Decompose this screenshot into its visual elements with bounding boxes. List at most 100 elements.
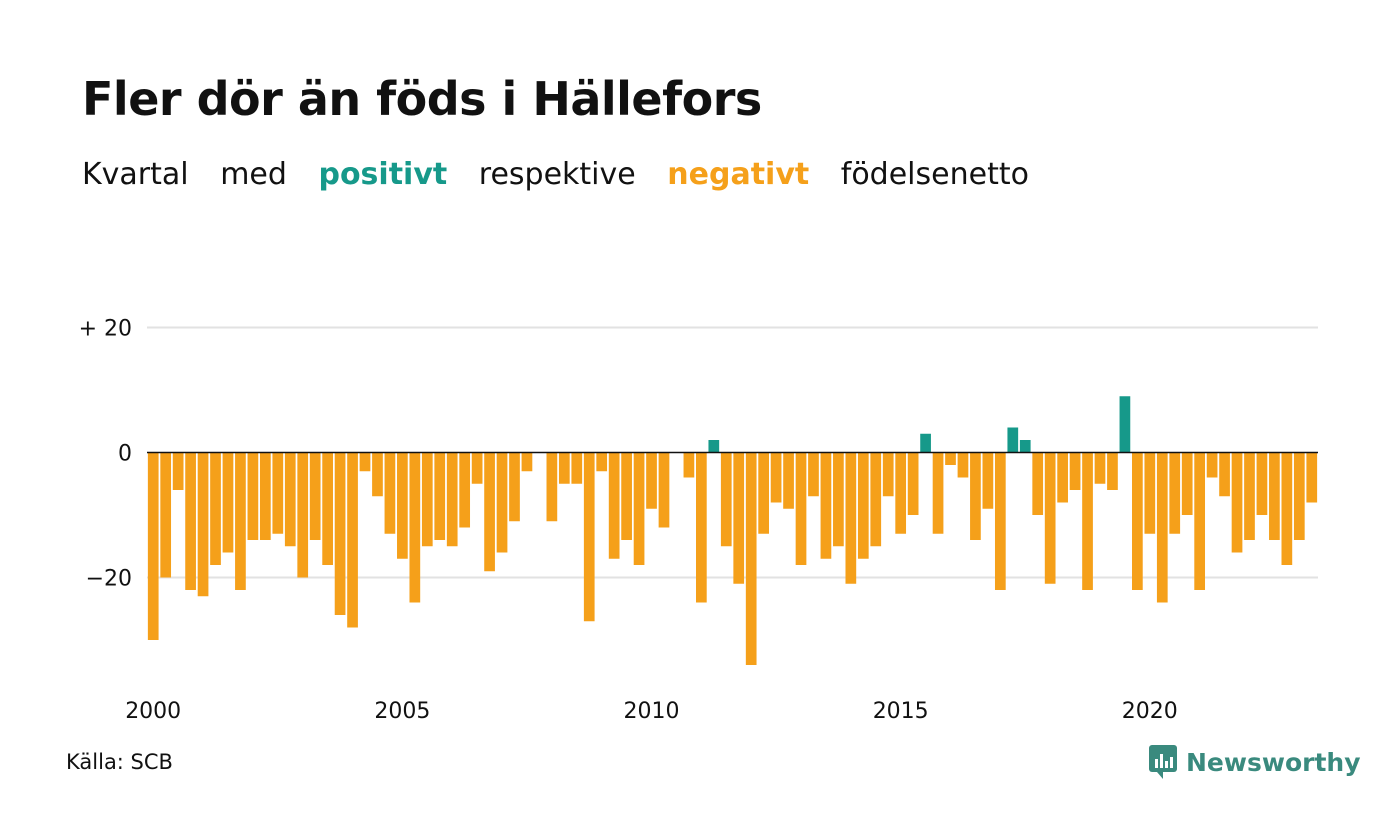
- bar-negative: [696, 452, 707, 603]
- bar-negative: [1094, 452, 1106, 484]
- bar-negative: [1169, 452, 1181, 534]
- chart-title: Fler dör än föds i Hällefors: [82, 72, 762, 126]
- y-tick-label: −20: [86, 567, 132, 592]
- bar-negative: [583, 452, 595, 622]
- bar-negative: [795, 452, 807, 565]
- bar-negative: [1293, 452, 1305, 540]
- bar-negative: [235, 452, 246, 590]
- bar-negative: [1244, 452, 1255, 540]
- bar-negative: [758, 452, 769, 534]
- subtitle-word: respektive: [478, 157, 636, 192]
- bar-negative: [259, 452, 271, 540]
- x-tick-label: 2005: [374, 699, 430, 724]
- bar-negative: [484, 452, 495, 572]
- bar-negative: [347, 452, 358, 628]
- bar-negative: [1107, 452, 1118, 490]
- y-tick-label: + 20: [79, 317, 132, 342]
- bar-negative: [397, 452, 408, 559]
- subtitle-word: med: [220, 157, 287, 192]
- x-tick-label: 2020: [1122, 699, 1178, 724]
- bar-negative: [1132, 452, 1143, 590]
- y-axis-labels: + 20 0 −20: [79, 317, 132, 592]
- bar-negative: [621, 452, 632, 540]
- bar-negative: [608, 452, 620, 559]
- bar-negative: [633, 452, 645, 565]
- subtitle-word: Kvartal: [82, 157, 189, 192]
- bar-negative: [857, 452, 869, 559]
- bar-negative: [372, 452, 383, 497]
- bars: [147, 396, 1318, 665]
- newsworthy-logo: Newsworthy: [1148, 744, 1361, 780]
- bar-negative: [185, 452, 196, 590]
- bar-negative: [521, 452, 533, 472]
- bar-negative: [322, 452, 333, 565]
- bar-positive: [920, 433, 931, 453]
- bar-negative: [1156, 452, 1168, 603]
- bar-negative: [882, 452, 894, 497]
- bar-negative: [210, 452, 221, 565]
- bar-negative: [1256, 452, 1268, 515]
- bar-negative: [471, 452, 483, 484]
- x-tick-label: 2000: [125, 699, 181, 724]
- bar-negative: [845, 452, 857, 584]
- bar-negative: [247, 452, 259, 540]
- bar-negative: [1206, 452, 1218, 478]
- bar-negative: [683, 452, 695, 478]
- bar-positive: [708, 440, 720, 453]
- bar-negative: [160, 452, 172, 578]
- bar-negative: [833, 452, 844, 547]
- bar-negative: [409, 452, 421, 603]
- bar-negative: [509, 452, 520, 522]
- bar-negative: [970, 452, 981, 540]
- bar-negative: [945, 452, 956, 465]
- bar-negative: [1057, 452, 1068, 503]
- x-tick-label: 2010: [624, 699, 680, 724]
- bar-negative: [359, 452, 371, 472]
- bar-negative: [733, 452, 745, 584]
- subtitle-word: födelsenetto: [840, 157, 1029, 192]
- bar-negative: [1219, 452, 1230, 497]
- bar-negative: [1231, 452, 1243, 553]
- bar-negative: [1281, 452, 1293, 565]
- bar-negative: [147, 452, 159, 640]
- bar-negative: [982, 452, 994, 509]
- bar-negative: [197, 452, 209, 597]
- bar-positive: [1007, 427, 1019, 453]
- x-axis-labels: 2000 2005 2010 2015 2020: [125, 699, 1178, 724]
- bar-negative: [808, 452, 819, 497]
- bar-negative: [783, 452, 794, 509]
- bar-negative: [745, 452, 757, 665]
- bar-negative: [272, 452, 284, 534]
- bar-negative: [222, 452, 234, 553]
- bar-negative: [1144, 452, 1156, 534]
- bar-negative: [434, 452, 446, 540]
- bar-negative: [284, 452, 296, 547]
- bar-negative: [820, 452, 832, 559]
- bar-negative: [596, 452, 608, 472]
- bar-negative: [571, 452, 583, 484]
- bar-negative: [870, 452, 882, 547]
- bar-negative: [646, 452, 657, 509]
- bar-negative: [309, 452, 321, 540]
- source-note: Källa: SCB: [66, 750, 173, 774]
- bar-negative: [932, 452, 944, 534]
- logo-text: Newsworthy: [1186, 747, 1361, 777]
- bar-negative: [994, 452, 1006, 590]
- subtitle-negative-label: negativt: [667, 157, 810, 192]
- bar-positive: [1019, 440, 1031, 453]
- bar-negative: [546, 452, 558, 522]
- bar-negative: [421, 452, 433, 547]
- x-tick-label: 2015: [873, 699, 929, 724]
- bar-negative: [957, 452, 969, 478]
- y-tick-label: 0: [118, 442, 132, 467]
- bar-negative: [770, 452, 782, 503]
- bar-negative: [1032, 452, 1044, 515]
- bar-negative: [1306, 452, 1318, 503]
- bar-negative: [558, 452, 570, 484]
- subtitle-positive-label: positivt: [318, 157, 448, 192]
- bar-negative: [1069, 452, 1081, 490]
- bar-negative: [1194, 452, 1206, 590]
- bar-negative: [1082, 452, 1093, 590]
- bar-negative: [297, 452, 309, 578]
